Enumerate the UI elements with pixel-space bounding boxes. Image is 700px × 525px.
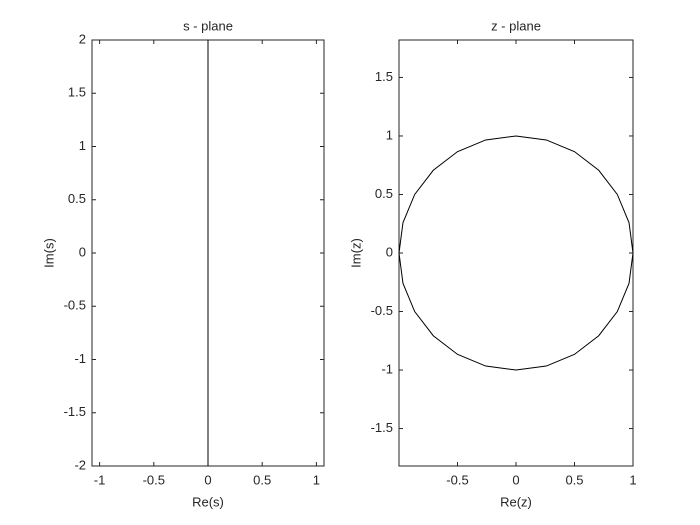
y-tick-label: -2 <box>74 457 86 472</box>
y-tick-label: 1 <box>386 127 393 142</box>
y-tick-label: -1.5 <box>64 404 86 419</box>
x-axis-label: Re(z) <box>500 494 532 509</box>
x-tick-label: -1 <box>94 472 106 487</box>
y-tick-label: 1 <box>79 138 86 153</box>
y-tick-label: -1 <box>74 351 86 366</box>
x-tick-label: 0 <box>512 472 519 487</box>
y-tick-label: 0.5 <box>68 191 86 206</box>
y-axis-label: Im(s) <box>41 238 56 268</box>
data-line <box>398 135 634 371</box>
x-tick-label: 0 <box>204 472 211 487</box>
y-axis-label: Im(z) <box>348 238 363 268</box>
y-tick-label: -0.5 <box>64 298 86 313</box>
axes-title: s - plane <box>183 18 233 33</box>
y-tick-label: -1 <box>381 361 393 376</box>
y-tick-label: 2 <box>79 31 86 46</box>
x-tick-label: 1 <box>629 472 636 487</box>
x-axis-label: Re(s) <box>192 494 224 509</box>
x-tick-label: 0.5 <box>565 472 583 487</box>
axes-box <box>398 39 634 467</box>
y-tick-label: -0.5 <box>371 303 393 318</box>
y-tick-label: 0.5 <box>375 186 393 201</box>
y-tick-label: 1.5 <box>68 85 86 100</box>
y-tick-label: 1.5 <box>375 69 393 84</box>
axes-title: z - plane <box>491 18 541 33</box>
x-tick-label: 1 <box>313 472 320 487</box>
x-tick-label: 0.5 <box>253 472 271 487</box>
y-tick-label: 0 <box>386 244 393 259</box>
x-tick-label: -0.5 <box>446 472 468 487</box>
y-tick-label: -1.5 <box>371 420 393 435</box>
x-tick-label: -0.5 <box>143 472 165 487</box>
y-tick-label: 0 <box>79 244 86 259</box>
